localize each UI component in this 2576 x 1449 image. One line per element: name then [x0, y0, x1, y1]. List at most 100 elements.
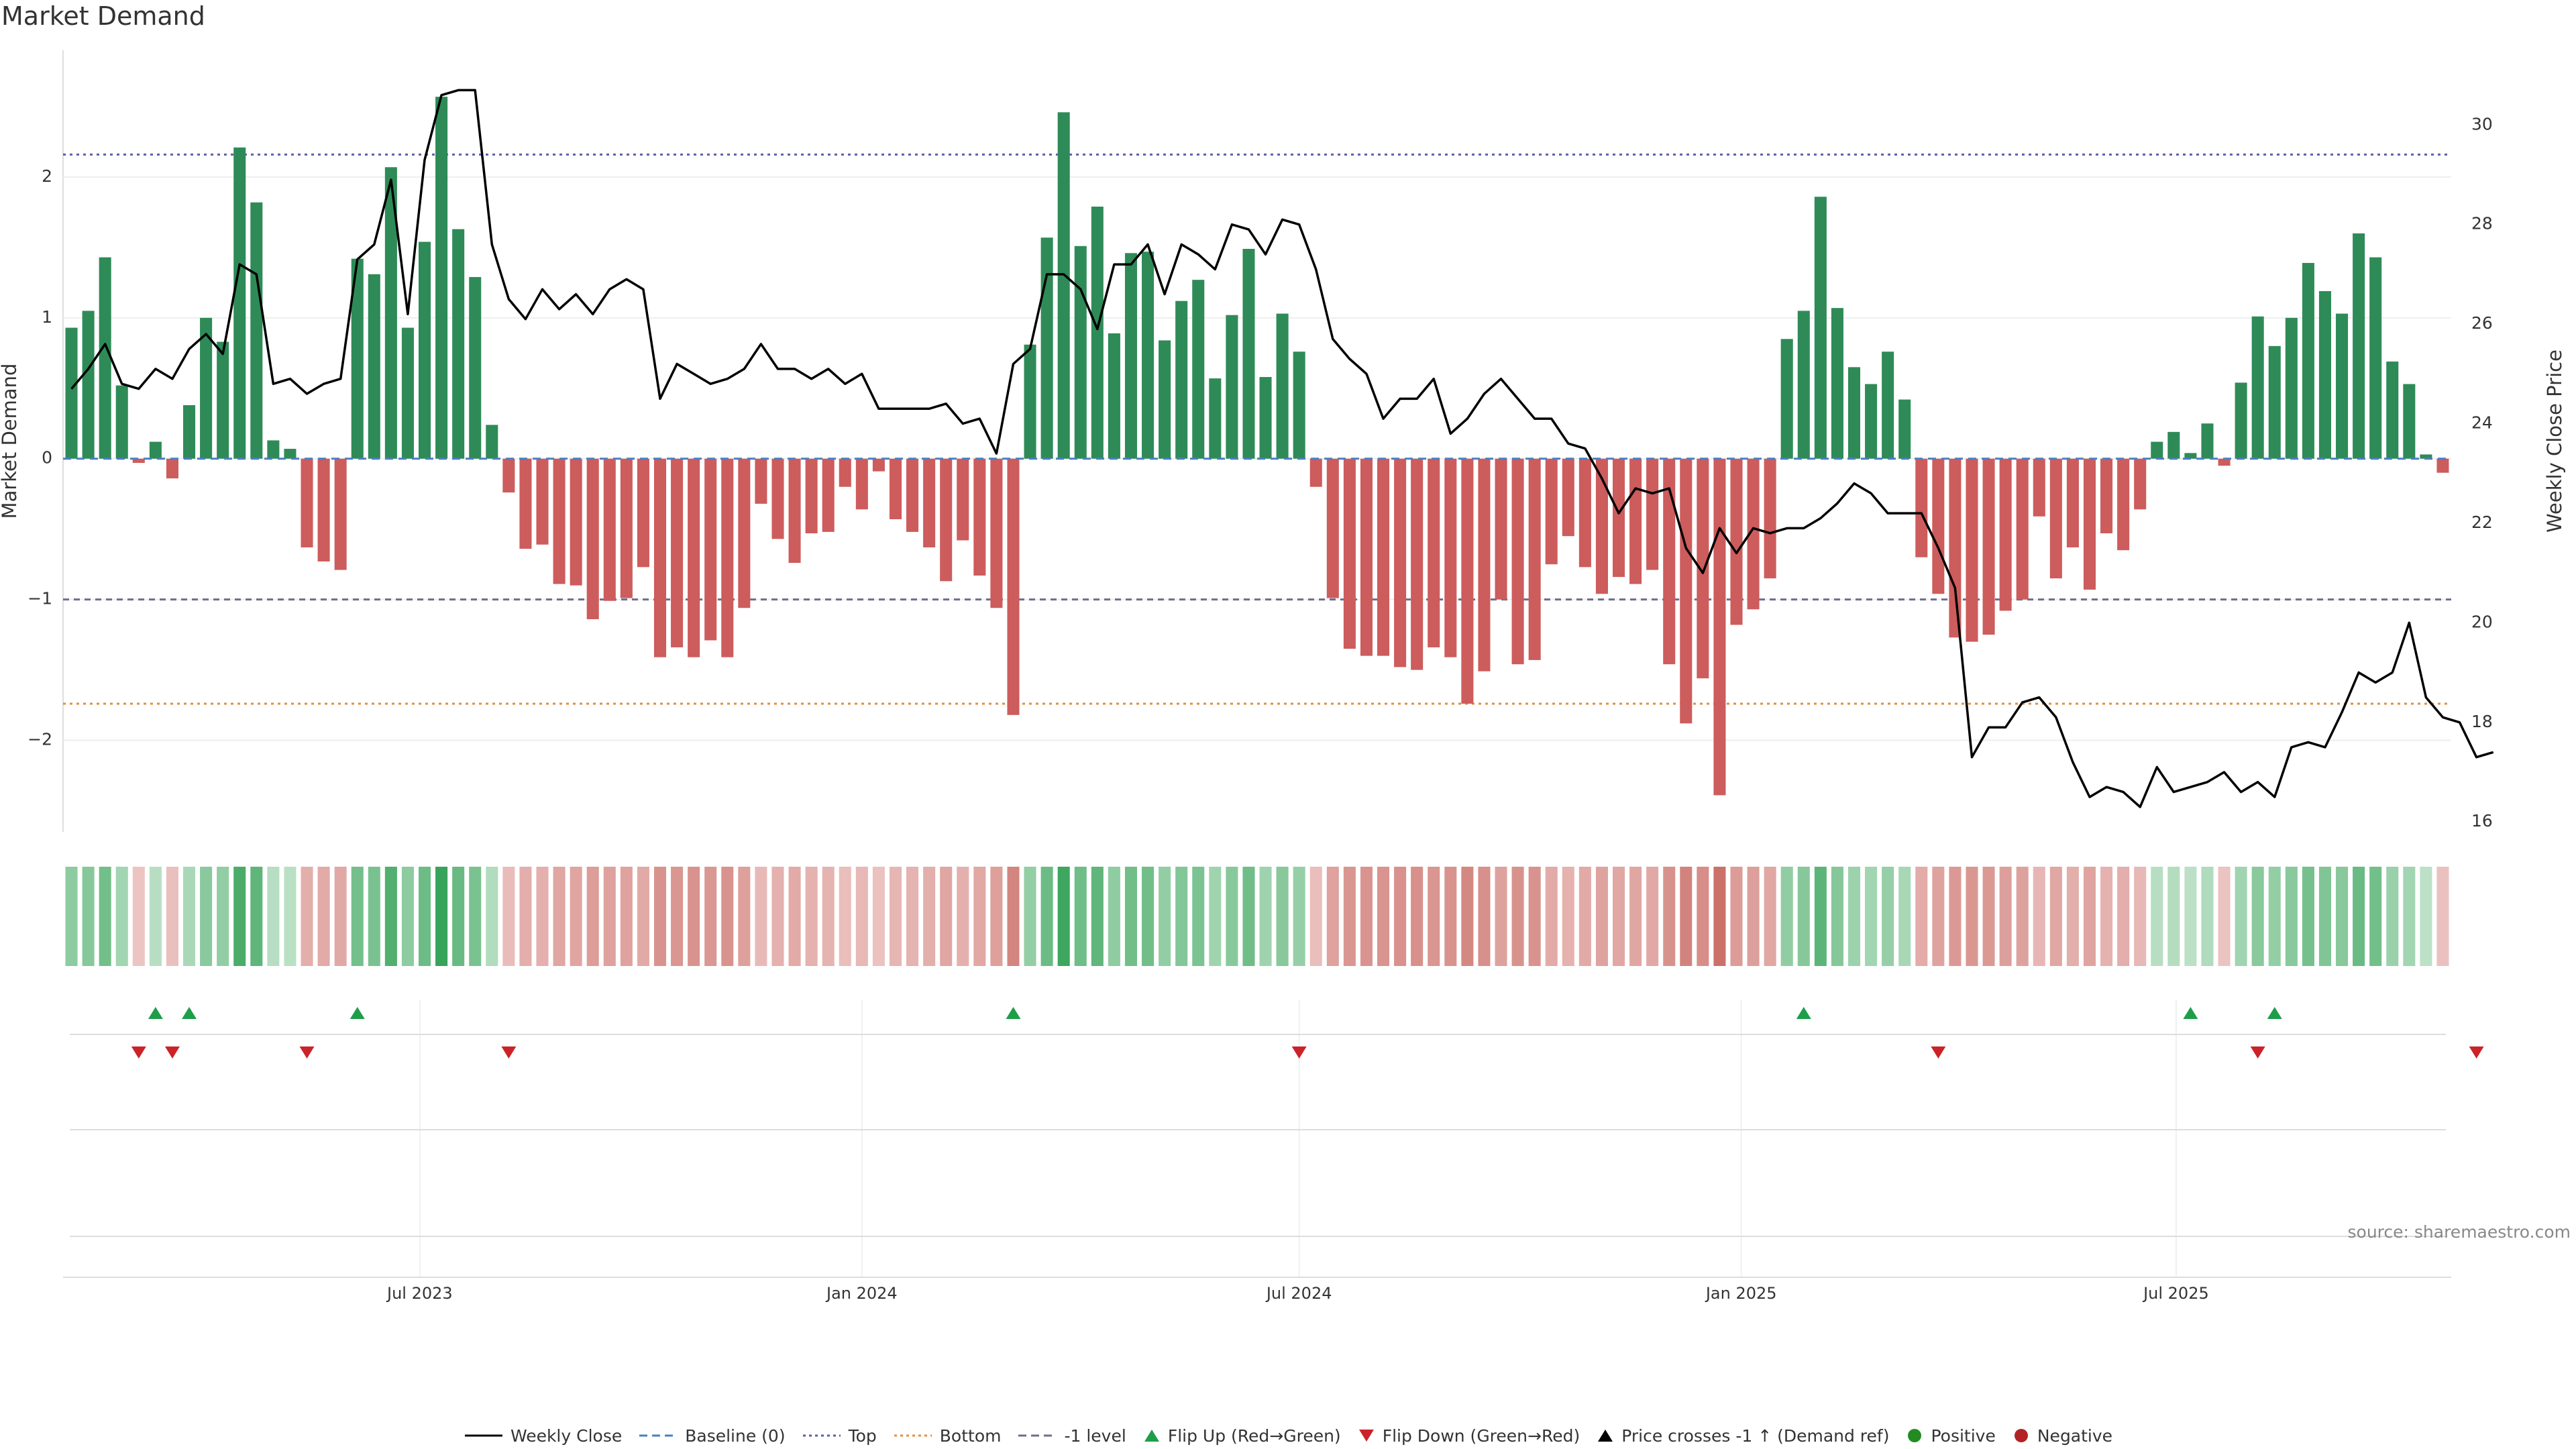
heat-cell — [1578, 867, 1591, 966]
legend-item: Flip Down (Green→Red) — [1357, 1426, 1580, 1446]
heat-cell — [1411, 867, 1424, 966]
heat-cell — [1528, 867, 1541, 966]
heat-cell — [1159, 867, 1171, 966]
heat-cell — [1377, 867, 1390, 966]
heat-cell — [267, 867, 280, 966]
demand-bar — [1932, 458, 1945, 594]
heat-cell — [1309, 867, 1322, 966]
heat-cell — [2436, 867, 2449, 966]
demand-bar — [1040, 237, 1053, 459]
demand-bar — [2033, 458, 2045, 517]
heat-cell — [855, 867, 868, 966]
demand-bar — [1478, 458, 1491, 672]
heat-cell — [586, 867, 599, 966]
heat-cell — [301, 867, 313, 966]
demand-bar — [973, 458, 986, 576]
legend-icon-triangle-up — [1144, 1430, 1159, 1442]
heat-cell — [1259, 867, 1272, 966]
demand-bar — [2353, 233, 2365, 459]
demand-bar — [1024, 344, 1036, 459]
y-tick-right: 26 — [2471, 313, 2493, 333]
legend-label: Top — [848, 1426, 877, 1446]
heat-cell — [2403, 867, 2416, 966]
demand-bar — [2184, 453, 2197, 459]
demand-bar — [1091, 207, 1104, 459]
demand-bar — [940, 458, 953, 582]
demand-bar — [1326, 458, 1339, 598]
heat-cell — [284, 867, 297, 966]
flip-up-marker — [350, 1007, 365, 1019]
demand-bar — [2134, 458, 2147, 510]
legend-item: Top — [802, 1426, 877, 1446]
demand-bar — [351, 258, 364, 459]
heat-cell — [2285, 867, 2298, 966]
heat-cell — [1511, 867, 1524, 966]
heat-cell — [1629, 867, 1642, 966]
heat-cell — [1192, 867, 1205, 966]
heat-cell — [1847, 867, 1861, 966]
heat-cell — [671, 867, 684, 966]
y-tick-right: 18 — [2471, 712, 2493, 731]
y-tick-right: 16 — [2471, 811, 2493, 830]
demand-bar — [2386, 361, 2399, 459]
demand-bar — [2151, 441, 2163, 459]
heat-cell — [1226, 867, 1238, 966]
heat-cell — [469, 867, 482, 966]
heat-cell — [1797, 867, 1810, 966]
y-tick-right: 28 — [2471, 214, 2493, 233]
heat-cell — [839, 867, 851, 966]
heat-cell — [1024, 867, 1036, 966]
heat-cell — [99, 867, 111, 966]
demand-bar — [1780, 339, 1793, 459]
heat-cell — [603, 867, 616, 966]
y-tick-right: 24 — [2471, 413, 2493, 433]
legend-item: Negative — [2012, 1426, 2112, 1446]
demand-bar — [822, 458, 835, 532]
demand-bar — [2218, 458, 2231, 466]
flip-up-marker — [148, 1007, 163, 1019]
heat-cell — [704, 867, 717, 966]
heat-cell — [1814, 867, 1827, 966]
heat-cell — [401, 867, 414, 966]
demand-bar — [1764, 458, 1776, 579]
flip-up-marker — [1796, 1007, 1811, 1019]
heat-cell — [1461, 867, 1474, 966]
heat-cell — [1663, 867, 1676, 966]
heat-cell — [1680, 867, 1693, 966]
heat-cell — [1999, 867, 2012, 966]
demand-bar — [418, 241, 431, 459]
demand-bar — [1814, 197, 1827, 459]
flip-down-marker — [2469, 1046, 2484, 1059]
heat-cell — [1966, 867, 1978, 966]
demand-bar — [1831, 308, 1843, 459]
demand-bar — [1713, 458, 1726, 796]
heat-cell — [957, 867, 969, 966]
heat-cell — [940, 867, 953, 966]
heat-cell — [1242, 867, 1255, 966]
demand-bar — [334, 458, 347, 570]
demand-bar — [1242, 248, 1255, 459]
demand-bar — [2201, 423, 2214, 459]
demand-bar — [317, 458, 330, 561]
heat-cell — [368, 867, 380, 966]
legend-label: Price crosses -1 ↑ (Demand ref) — [1621, 1426, 1890, 1446]
heat-cell — [788, 867, 801, 966]
demand-bar — [788, 458, 801, 564]
heat-cell — [334, 867, 347, 966]
heat-cell — [1982, 867, 1995, 966]
legend-icon-circle — [1908, 1429, 1922, 1442]
heat-cell — [1142, 867, 1155, 966]
heat-cell — [1326, 867, 1339, 966]
legend-item: Positive — [1905, 1426, 1996, 1446]
demand-bar — [2436, 458, 2449, 473]
demand-bar — [906, 458, 919, 532]
heat-cell — [1747, 867, 1760, 966]
demand-bar — [2251, 316, 2264, 459]
heat-cell — [1562, 867, 1574, 966]
flip-up-marker — [2183, 1007, 2198, 1019]
heat-cell — [2268, 867, 2281, 966]
demand-bar — [1999, 458, 2012, 611]
demand-bar — [620, 458, 633, 598]
demand-bar — [1595, 458, 1608, 594]
heat-cell — [2033, 867, 2045, 966]
